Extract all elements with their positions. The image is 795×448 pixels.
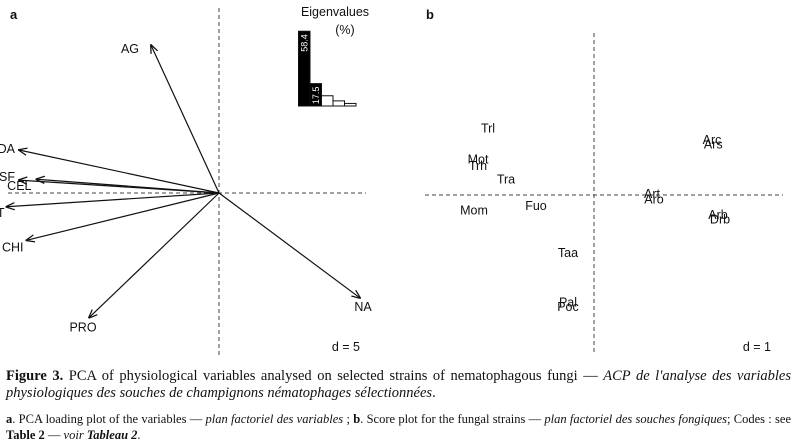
loading-label-chi: CHI xyxy=(2,240,24,254)
strain-label-art: Art xyxy=(644,187,661,201)
loading-arrow-ag xyxy=(151,45,220,194)
loading-label-pro: PRO xyxy=(69,321,96,335)
figure-subcaption: a. PCA loading plot of the variables — p… xyxy=(6,411,791,443)
loading-label-si-pda: SI-PDA xyxy=(0,142,16,156)
panel-a-scale-label: d = 5 xyxy=(332,340,360,354)
strain-label-poc: Poc xyxy=(557,300,579,314)
caption-english: PCA of physiological variables analysed … xyxy=(68,368,598,384)
eigenvalue-bar-4 xyxy=(332,100,345,107)
eigenvalue-bar-2 xyxy=(309,83,322,107)
subcaption-a-english: . PCA loading plot of the variables — xyxy=(12,412,203,426)
caption-french: ACP de l'analyse des variables physiolog… xyxy=(6,368,791,401)
eigenvalue-label-2: 17.5 xyxy=(311,87,321,105)
eigenvalue-label-1: 58.4 xyxy=(300,34,310,52)
loading-arrow-si-pda xyxy=(19,150,220,194)
eigenvalues-title: Eigenvalues xyxy=(301,5,369,19)
panel-b-label: b xyxy=(426,7,434,22)
loading-label-est: EST xyxy=(0,206,5,220)
strain-label-trh: Trh xyxy=(469,159,487,173)
voir-text: voir xyxy=(63,428,84,442)
loading-label-si-ssf: SI-SSF xyxy=(0,170,15,184)
loading-label-na: NA xyxy=(354,300,372,314)
strain-label-drb: Drb xyxy=(710,213,730,227)
loading-arrow-cel xyxy=(37,179,220,194)
loading-arrow-est xyxy=(7,192,220,207)
figure-caption: Figure 3. PCA of physiological variables… xyxy=(6,368,791,402)
subcaption-b-french: plan factoriel des souches fongiques xyxy=(544,412,727,426)
eigenvalues-inset: Eigenvalues (%) 58.4 17.5 xyxy=(298,5,369,107)
strain-label-mot: Mot xyxy=(468,152,489,166)
panel-a-label: a xyxy=(10,7,18,22)
subcaption-separator: ; xyxy=(343,412,354,426)
subcaption-a-french: plan factoriel des variables xyxy=(205,412,344,426)
strain-label-aro: Aro xyxy=(644,192,664,206)
tableau-reference: Tableau 2 xyxy=(86,428,138,442)
subcaption-b-label: b xyxy=(353,412,361,426)
caption-dash: — xyxy=(47,428,61,442)
caption-period: . xyxy=(432,385,436,401)
loading-label-cel: CEL xyxy=(7,179,31,193)
eigenvalues-unit: (%) xyxy=(335,23,354,37)
eigenvalue-bars: 58.4 17.5 xyxy=(298,30,357,107)
eigenvalue-bar-5 xyxy=(344,102,357,107)
loading-arrow-na xyxy=(218,192,360,298)
strain-label-trl: Trl xyxy=(481,121,495,135)
strain-label-pal: Pal xyxy=(559,296,577,310)
strain-label-ars: Ars xyxy=(704,138,723,152)
eigenvalue-bar-1 xyxy=(298,30,311,107)
strain-label-arb: Arb xyxy=(708,208,728,222)
figure-3-svg: a AG SI-PDA SI-SSFCEL EST CHI PRO NA Eigenvalu… xyxy=(0,5,783,355)
loading-arrow-chi xyxy=(27,192,220,240)
figure-number: Figure 3. xyxy=(6,368,64,384)
loading-arrow-pro xyxy=(89,192,220,318)
strain-label-tra: Tra xyxy=(497,173,515,187)
loading-arrows: AG SI-PDA SI-SSFCEL EST CHI PRO NA xyxy=(0,42,372,335)
strain-label-arc: Arc xyxy=(703,133,722,147)
eigenvalue-bar-3 xyxy=(321,95,334,107)
subcaption-period: . xyxy=(137,428,141,442)
subcaption-a-label: a xyxy=(6,412,13,426)
panel-a-loading-plot: a AG SI-PDA SI-SSFCEL EST CHI PRO NA Eigenvalu… xyxy=(0,5,372,355)
strain-label-fuo: Fuo xyxy=(525,199,547,213)
codes-text: ; Codes : see xyxy=(727,412,792,426)
loading-label-ag: AG xyxy=(121,42,139,56)
strain-label-taa: Taa xyxy=(558,246,578,260)
subcaption-b-english: . Score plot for the fungal strains — xyxy=(360,412,542,426)
strain-label-mom: Mom xyxy=(460,203,488,217)
panel-b-scale-label: d = 1 xyxy=(743,340,771,354)
table-reference: Table 2 xyxy=(6,428,45,442)
